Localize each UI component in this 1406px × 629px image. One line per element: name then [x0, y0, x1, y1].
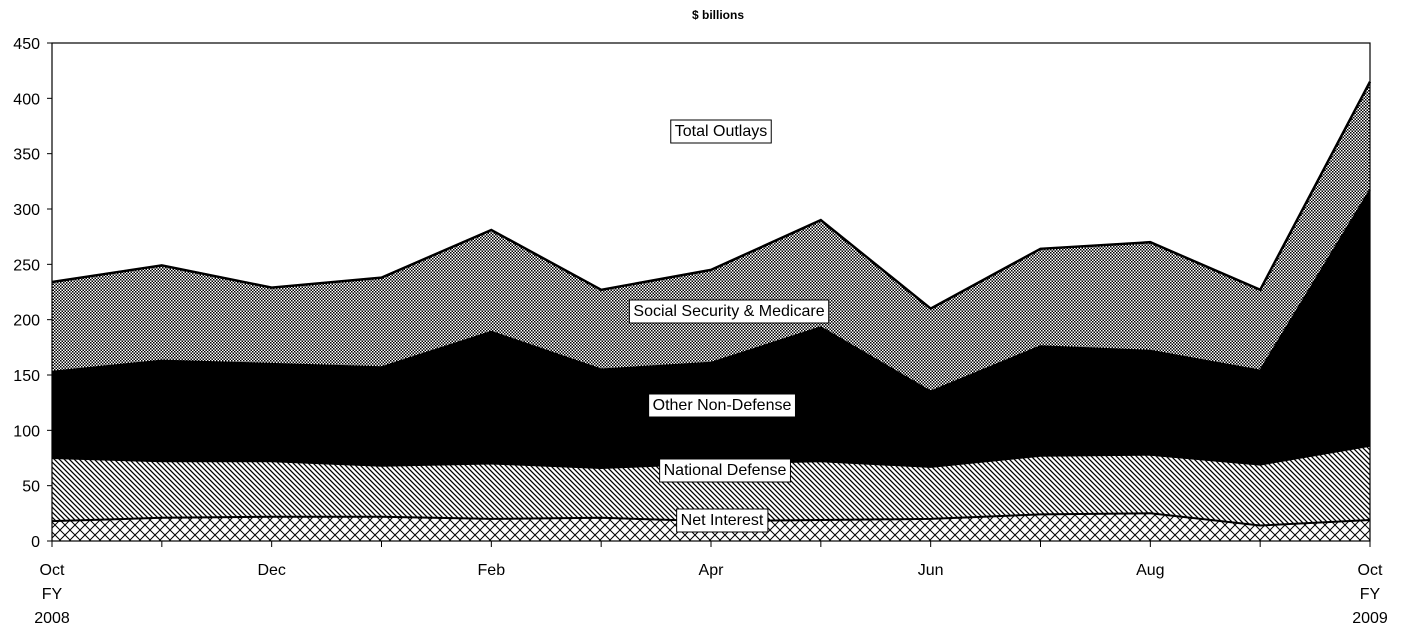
- y-tick-label: 450: [13, 36, 40, 53]
- y-tick-label: 150: [13, 368, 40, 385]
- label-text-social-security-medicare: Social Security & Medicare: [633, 303, 824, 320]
- x-tick-label: Feb: [478, 562, 506, 579]
- label-other-non-defense: Other Non-Defense: [648, 393, 796, 418]
- y-axis-ticks: 0 50 100 150 200 250 300 350 400 450: [13, 36, 52, 551]
- x-axis-ticks: Oct FY 2008 Dec Feb Apr Jun Aug Oct FY 2009: [34, 541, 1388, 627]
- label-text-total-outlays: Total Outlays: [675, 123, 767, 140]
- y-tick-label: 250: [13, 257, 40, 274]
- y-tick-label: 400: [13, 91, 40, 108]
- chart-title: $ billions: [692, 8, 744, 22]
- line-other-non-defense: [51, 189, 1371, 393]
- y-tick-label: 300: [13, 202, 40, 219]
- x-tick-label: Aug: [1136, 562, 1164, 579]
- label-total-outlays: Total Outlays: [670, 119, 772, 144]
- x-tick-label: Dec: [257, 562, 285, 579]
- y-tick-label: 100: [13, 423, 40, 440]
- area-social-security-medicare: [52, 81, 1370, 392]
- x-tick-label: FY: [1360, 586, 1381, 603]
- label-text-net-interest: Net Interest: [681, 512, 764, 529]
- x-tick-label: 2009: [1352, 610, 1388, 627]
- label-net-interest: Net Interest: [676, 508, 769, 533]
- line-social-security-medicare: [51, 81, 1372, 311]
- series-labels: Total Outlays Social Security & Medicare O…: [628, 119, 830, 533]
- x-tick-label: 2008: [34, 610, 70, 627]
- x-tick-label: Jun: [918, 562, 944, 579]
- x-tick-label: Oct: [1358, 562, 1383, 579]
- label-national-defense: National Defense: [659, 458, 791, 483]
- y-tick-label: 200: [13, 313, 40, 330]
- x-tick-label: Apr: [699, 562, 725, 579]
- y-tick-label: 0: [31, 534, 40, 551]
- x-tick-label: FY: [42, 586, 63, 603]
- area-other-non-defense: [52, 190, 1370, 468]
- label-text-national-defense: National Defense: [664, 462, 787, 479]
- x-tick-label: Oct: [40, 562, 65, 579]
- label-social-security-medicare: Social Security & Medicare: [628, 299, 830, 324]
- label-text-other-non-defense: Other Non-Defense: [653, 397, 792, 414]
- y-tick-label: 50: [22, 479, 40, 496]
- y-tick-label: 350: [13, 147, 40, 164]
